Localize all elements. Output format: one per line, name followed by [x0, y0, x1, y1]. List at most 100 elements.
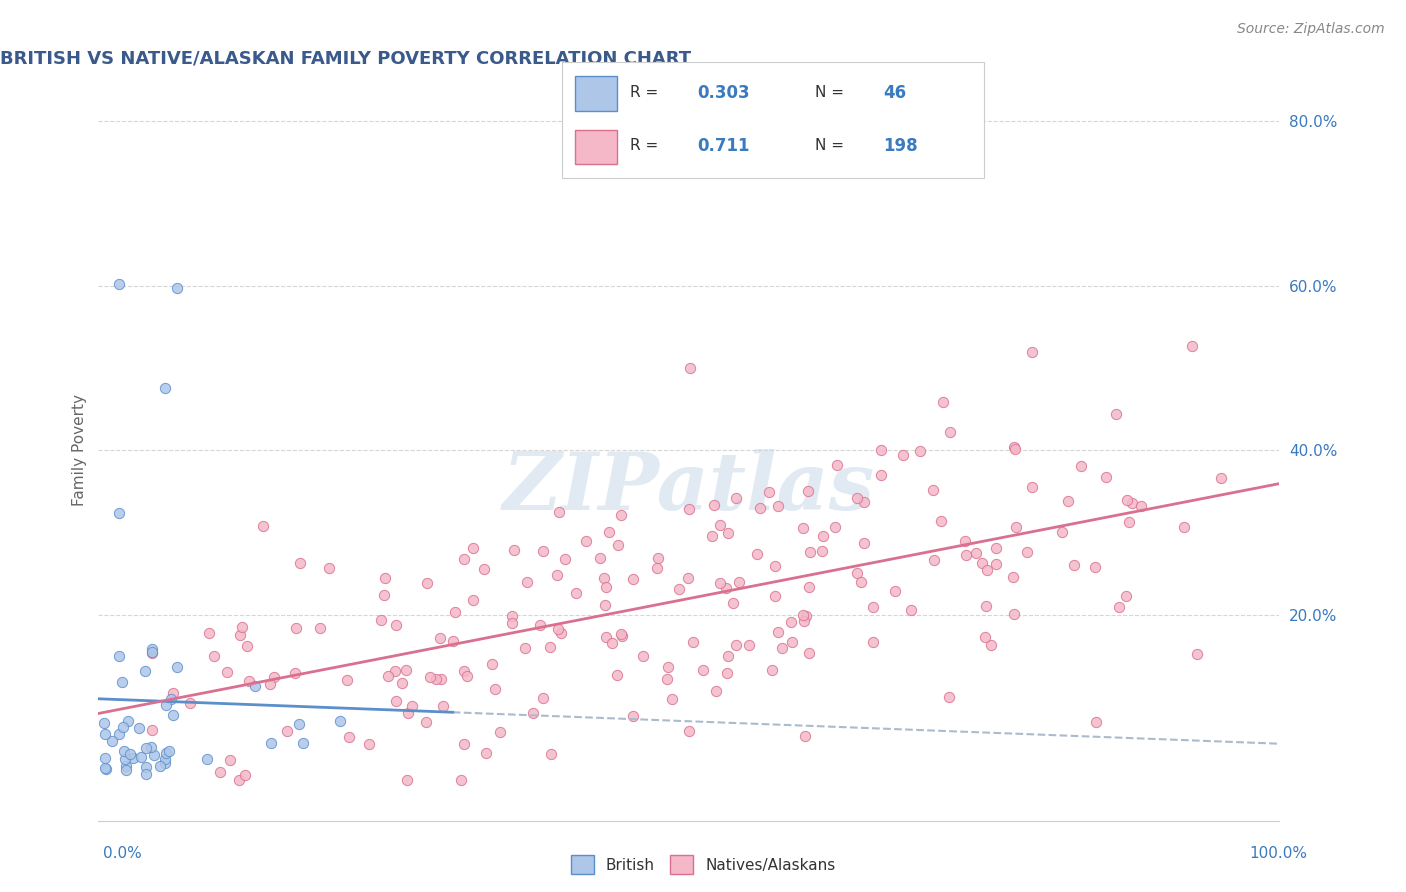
Point	[155, 746, 177, 760]
Point	[538, 640, 561, 654]
Point	[984, 541, 1007, 556]
Point	[763, 559, 786, 574]
Point	[799, 545, 821, 559]
Point	[1173, 520, 1195, 534]
Point	[631, 648, 654, 663]
Point	[252, 519, 274, 533]
Point	[984, 558, 1007, 572]
Point	[481, 657, 503, 672]
Point	[488, 725, 510, 739]
Point	[155, 756, 177, 771]
Point	[593, 598, 616, 612]
Point	[238, 673, 260, 688]
Point	[1050, 524, 1073, 539]
Point	[516, 575, 538, 590]
Point	[472, 561, 495, 575]
Point	[522, 706, 544, 721]
Point	[647, 550, 669, 565]
Point	[309, 622, 332, 636]
Point	[260, 735, 283, 749]
Point	[853, 495, 876, 509]
Point	[114, 752, 136, 766]
Point	[202, 649, 225, 664]
Point	[1063, 558, 1085, 572]
Point	[149, 759, 172, 773]
Point	[1129, 500, 1152, 514]
Point	[724, 491, 747, 505]
Point	[717, 525, 740, 540]
Point	[461, 593, 484, 607]
Point	[682, 634, 704, 648]
Point	[1005, 520, 1028, 534]
Point	[717, 648, 740, 663]
Text: 100.0%: 100.0%	[1250, 847, 1308, 861]
Point	[141, 723, 163, 737]
Text: 0.303: 0.303	[697, 84, 749, 102]
Point	[198, 626, 221, 640]
Point	[607, 538, 630, 552]
Point	[141, 740, 163, 755]
Point	[384, 665, 406, 679]
Point	[415, 714, 437, 729]
Point	[453, 737, 475, 751]
Point	[329, 714, 352, 729]
Text: R =: R =	[630, 138, 658, 153]
Text: 0.0%: 0.0%	[103, 847, 142, 861]
Point	[429, 631, 451, 645]
Point	[931, 395, 953, 409]
Point	[700, 529, 723, 543]
Point	[357, 737, 380, 751]
Point	[444, 606, 467, 620]
Point	[1115, 589, 1137, 603]
Point	[610, 626, 633, 640]
Point	[515, 641, 537, 656]
Point	[824, 520, 846, 534]
Point	[531, 544, 554, 558]
Point	[598, 524, 620, 539]
Point	[972, 557, 994, 571]
Point	[678, 501, 700, 516]
Point	[766, 625, 789, 640]
Y-axis label: Family Poverty: Family Poverty	[72, 394, 87, 507]
Point	[548, 505, 571, 519]
Point	[931, 514, 953, 528]
Point	[111, 720, 134, 734]
Point	[236, 639, 259, 653]
Point	[228, 772, 250, 787]
Point	[1021, 344, 1043, 359]
Point	[546, 567, 568, 582]
Point	[922, 483, 945, 498]
FancyBboxPatch shape	[575, 77, 617, 112]
Point	[217, 665, 239, 680]
Point	[94, 727, 117, 741]
Point	[922, 553, 945, 567]
Text: R =: R =	[630, 85, 658, 100]
Point	[208, 764, 231, 779]
Point	[288, 717, 311, 731]
Point	[606, 668, 628, 682]
Point	[554, 551, 576, 566]
Point	[162, 707, 184, 722]
Point	[1001, 570, 1024, 584]
Point	[862, 600, 884, 615]
Point	[384, 694, 406, 708]
Point	[716, 665, 738, 680]
Point	[612, 629, 634, 643]
Point	[153, 380, 176, 394]
Point	[135, 760, 157, 774]
Text: N =: N =	[815, 138, 845, 153]
Point	[396, 706, 419, 721]
Point	[453, 552, 475, 566]
Point	[645, 561, 668, 575]
Point	[484, 681, 506, 696]
Text: 198: 198	[883, 137, 918, 155]
Point	[766, 500, 789, 514]
Point	[797, 580, 820, 594]
Point	[595, 630, 617, 644]
Point	[474, 746, 496, 760]
Point	[141, 642, 163, 657]
Point	[770, 641, 793, 656]
Point	[441, 634, 464, 648]
Point	[429, 672, 451, 686]
Point	[153, 752, 176, 766]
